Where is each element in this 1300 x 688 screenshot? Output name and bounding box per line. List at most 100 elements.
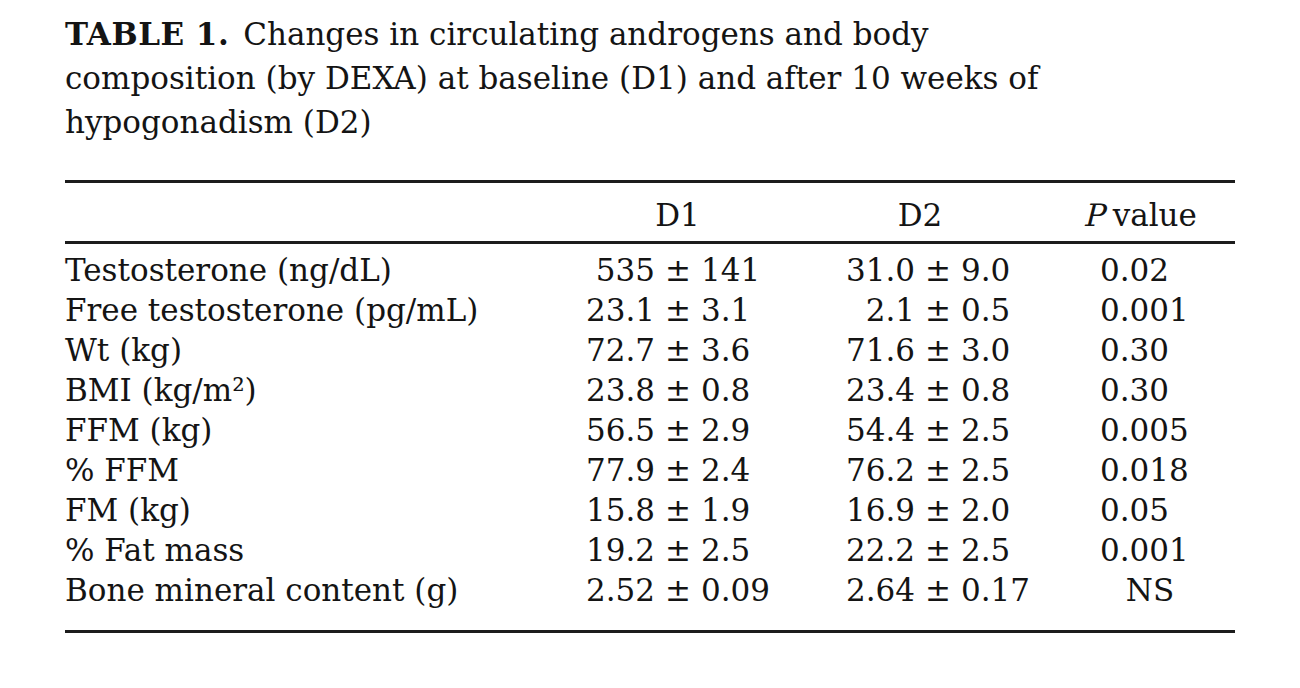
d2-mean: 31.0 xyxy=(795,250,915,290)
d1-cell: 19.2±2.5 xyxy=(560,530,795,570)
plus-minus-icon: ± xyxy=(655,250,701,290)
caption-line-3: hypogonadism (D2) xyxy=(65,100,1300,144)
d1-sd: 0.8 xyxy=(701,370,801,410)
p-value: 0.30 xyxy=(1045,370,1235,410)
plus-minus-icon: ± xyxy=(915,330,961,370)
plus-minus-icon: ± xyxy=(915,450,961,490)
d2-mean: 71.6 xyxy=(795,330,915,370)
row-label: % Fat mass xyxy=(65,530,560,570)
plus-minus-icon: ± xyxy=(915,570,961,610)
col-header-pvalue: Pvalue xyxy=(1045,182,1235,243)
row-label: Testosterone (ng/dL) xyxy=(65,243,560,291)
d1-sd: 2.5 xyxy=(701,530,801,570)
results-table: D1 D2 Pvalue Testosterone (ng/dL) 535±14… xyxy=(65,180,1235,633)
caption-label: TABLE 1. xyxy=(65,16,229,52)
d2-sd: 2.0 xyxy=(961,490,1061,530)
row-label: Bone mineral content (g) xyxy=(65,570,560,632)
d2-sd: 2.5 xyxy=(961,450,1061,490)
p-value: 0.05 xyxy=(1045,490,1235,530)
d1-mean: 77.9 xyxy=(560,450,655,490)
d2-cell: 23.4±0.8 xyxy=(795,370,1045,410)
d1-sd: 3.6 xyxy=(701,330,801,370)
p-symbol: P xyxy=(1083,197,1104,233)
d2-cell: 22.2±2.5 xyxy=(795,530,1045,570)
d2-sd: 3.0 xyxy=(961,330,1061,370)
table-head: D1 D2 Pvalue xyxy=(65,182,1235,243)
d1-mean: 23.8 xyxy=(560,370,655,410)
d2-mean: 76.2 xyxy=(795,450,915,490)
d1-cell: 535±141 xyxy=(560,243,795,291)
d1-sd: 1.9 xyxy=(701,490,801,530)
plus-minus-icon: ± xyxy=(655,450,701,490)
d2-cell: 31.0±9.0 xyxy=(795,243,1045,291)
d1-mean: 23.1 xyxy=(560,290,655,330)
p-value: 0.001 xyxy=(1045,530,1235,570)
d2-cell: 16.9±2.0 xyxy=(795,490,1045,530)
plus-minus-icon: ± xyxy=(655,530,701,570)
row-label: Free testosterone (pg/mL) xyxy=(65,290,560,330)
d1-mean: 535 xyxy=(560,250,655,290)
d2-cell: 76.2±2.5 xyxy=(795,450,1045,490)
d1-mean: 2.52 xyxy=(560,570,655,610)
p-value: NS xyxy=(1045,570,1235,632)
plus-minus-icon: ± xyxy=(915,490,961,530)
table-row-ffm: FFM (kg) 56.5±2.9 54.4±2.5 0.005 xyxy=(65,410,1235,450)
p-value-word: value xyxy=(1113,197,1197,233)
d1-cell: 23.8±0.8 xyxy=(560,370,795,410)
p-value: 0.30 xyxy=(1045,330,1235,370)
table-caption: TABLE 1. Changes in circulating androgens… xyxy=(65,12,1300,144)
plus-minus-icon: ± xyxy=(655,570,701,610)
plus-minus-icon: ± xyxy=(655,330,701,370)
d1-mean: 19.2 xyxy=(560,530,655,570)
table-row-fm: FM (kg) 15.8±1.9 16.9±2.0 0.05 xyxy=(65,490,1235,530)
d2-cell: 71.6±3.0 xyxy=(795,330,1045,370)
plus-minus-icon: ± xyxy=(915,410,961,450)
d1-sd: 141 xyxy=(701,250,801,290)
d2-sd: 2.5 xyxy=(961,530,1061,570)
d1-sd: 2.4 xyxy=(701,450,801,490)
caption-text-1: Changes in circulating androgens and bod… xyxy=(243,16,928,52)
plus-minus-icon: ± xyxy=(915,290,961,330)
d1-cell: 15.8±1.9 xyxy=(560,490,795,530)
row-label: % FFM xyxy=(65,450,560,490)
p-value: 0.018 xyxy=(1045,450,1235,490)
d1-cell: 56.5±2.9 xyxy=(560,410,795,450)
d1-cell: 77.9±2.4 xyxy=(560,450,795,490)
plus-minus-icon: ± xyxy=(655,490,701,530)
row-label: FM (kg) xyxy=(65,490,560,530)
d2-sd: 2.5 xyxy=(961,410,1061,450)
table-row-pct-fat-mass: % Fat mass 19.2±2.5 22.2±2.5 0.001 xyxy=(65,530,1235,570)
d1-cell: 72.7±3.6 xyxy=(560,330,795,370)
d2-mean: 23.4 xyxy=(795,370,915,410)
plus-minus-icon: ± xyxy=(655,410,701,450)
plus-minus-icon: ± xyxy=(915,370,961,410)
d2-mean: 16.9 xyxy=(795,490,915,530)
row-label: BMI (kg/m²) xyxy=(65,370,560,410)
d1-sd: 3.1 xyxy=(701,290,801,330)
table-body: Testosterone (ng/dL) 535±141 31.0±9.0 0.… xyxy=(65,243,1235,632)
d2-cell: 2.64±0.17 xyxy=(795,570,1045,632)
table-row-free-testosterone: Free testosterone (pg/mL) 23.1±3.1 2.1±0… xyxy=(65,290,1235,330)
d1-mean: 72.7 xyxy=(560,330,655,370)
d2-sd: 0.17 xyxy=(961,570,1061,610)
d2-sd: 9.0 xyxy=(961,250,1061,290)
col-header-empty xyxy=(65,182,560,243)
col-header-d2: D2 xyxy=(795,182,1045,243)
caption-line-1: TABLE 1. Changes in circulating androgens… xyxy=(65,12,1300,56)
table-row-pct-ffm: % FFM 77.9±2.4 76.2±2.5 0.018 xyxy=(65,450,1235,490)
table-header-row: D1 D2 Pvalue xyxy=(65,182,1235,243)
p-value: 0.02 xyxy=(1045,243,1235,291)
table-row-weight: Wt (kg) 72.7±3.6 71.6±3.0 0.30 xyxy=(65,330,1235,370)
row-label: Wt (kg) xyxy=(65,330,560,370)
plus-minus-icon: ± xyxy=(915,530,961,570)
plus-minus-icon: ± xyxy=(915,250,961,290)
col-header-d1: D1 xyxy=(560,182,795,243)
plus-minus-icon: ± xyxy=(655,290,701,330)
d1-sd: 0.09 xyxy=(701,570,801,610)
d2-mean: 2.64 xyxy=(795,570,915,610)
table-row-testosterone: Testosterone (ng/dL) 535±141 31.0±9.0 0.… xyxy=(65,243,1235,291)
d2-cell: 2.1±0.5 xyxy=(795,290,1045,330)
d1-cell: 2.52±0.09 xyxy=(560,570,795,632)
d1-mean: 56.5 xyxy=(560,410,655,450)
table-row-bone-mineral-content: Bone mineral content (g) 2.52±0.09 2.64±… xyxy=(65,570,1235,632)
